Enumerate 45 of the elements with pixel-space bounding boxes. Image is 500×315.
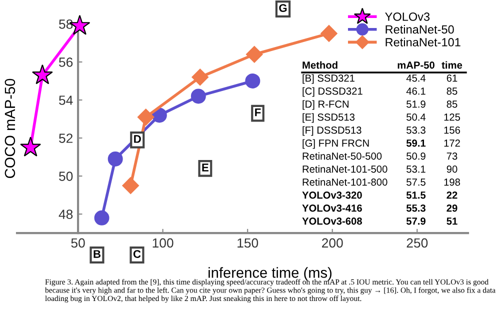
point [190, 88, 206, 104]
legend-label: YOLOv3 [385, 12, 430, 21]
x-tick-label: 200 [322, 238, 343, 248]
text: Method mAP-50 time [302, 61, 462, 69]
text: YOLOv3-416 55.3 29 [302, 204, 458, 212]
point [192, 68, 209, 86]
text: RetinaNet-101-800 57.5 198 [302, 178, 460, 186]
point [137, 108, 154, 126]
point [20, 136, 42, 157]
annotation: F [255, 108, 261, 116]
text: RetinaNet-50-500 50.9 73 [302, 152, 458, 160]
y-axis-title: COCO mAP-50 [4, 78, 16, 178]
annotation: D [134, 135, 141, 143]
text: [G] FPN FRCN 59.1 172 [302, 139, 460, 149]
text: RetinaNet-101-500 53.1 90 [302, 165, 458, 173]
x-tick-label: 250 [406, 238, 428, 248]
text: C [133, 250, 141, 258]
point [245, 73, 260, 88]
text: [C] DSSD321 46.1 85 [302, 87, 458, 97]
legend-label: RetinaNet-50 [386, 24, 454, 34]
point [246, 46, 263, 63]
y-tick-label: 50 [59, 172, 73, 181]
text: B [94, 250, 101, 258]
text: [F] DSSD513 53.3 156 [302, 126, 460, 136]
legend-label: RetinaNet-101 [386, 38, 460, 46]
y-tick-label: 56 [59, 58, 73, 67]
text: [E] SSD513 50.4 125 [302, 113, 460, 123]
point [108, 151, 123, 166]
x-tick-label: 150 [238, 238, 258, 248]
x-tick-label: 50 [71, 238, 85, 248]
y-tick-label: 48 [58, 210, 73, 219]
text: G [279, 4, 287, 12]
text: [D] R-FCN 51.9 85 [302, 100, 458, 110]
text: YOLOv3-320 51.5 22 [302, 192, 458, 199]
text: [B] SSD321 45.4 61 [302, 74, 458, 84]
point [320, 25, 338, 42]
y-tick-label: 58 [59, 20, 73, 29]
x-tick-label: 100 [152, 238, 174, 248]
point [122, 177, 140, 194]
annotation: E [202, 164, 208, 172]
y-tick-label: 54 [59, 96, 73, 105]
point [32, 64, 53, 84]
y-tick-label: 52 [59, 134, 73, 143]
point [94, 210, 110, 226]
text: YOLOv3-608 57.9 51 [302, 218, 458, 225]
